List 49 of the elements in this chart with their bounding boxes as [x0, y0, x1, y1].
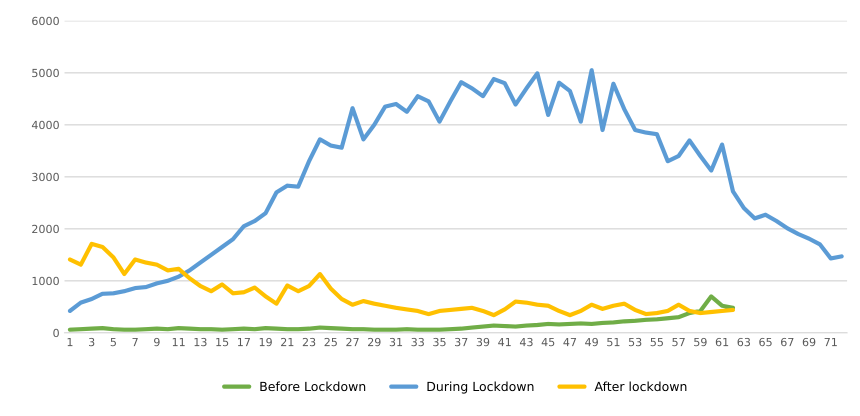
x-tick-label: 65	[759, 338, 772, 346]
x-tick-label: 63	[738, 338, 750, 346]
x-tick-label: 51	[607, 338, 620, 346]
x-tick-label: 25	[324, 338, 337, 346]
x-tick-label: 3	[88, 338, 94, 346]
x-tick-label: 69	[802, 338, 816, 346]
x-tick-label: 41	[498, 338, 511, 346]
x-tick-label: 35	[433, 338, 446, 346]
y-tick-label: 2000	[32, 224, 59, 234]
x-tick-label: 39	[476, 338, 490, 346]
y-tick-label: 6000	[32, 16, 59, 26]
x-tick-label: 55	[650, 338, 663, 346]
x-tick-label: 23	[302, 338, 316, 346]
x-tick-label: 61	[716, 338, 728, 346]
x-tick-label: 29	[368, 338, 381, 346]
y-tick-label: 1000	[32, 276, 59, 286]
x-tick-label: 17	[238, 338, 250, 346]
x-tick-label: 37	[455, 338, 468, 346]
x-tick-label: 21	[281, 338, 294, 346]
x-tick-label: 11	[172, 338, 185, 346]
x-tick-label: 13	[194, 338, 207, 346]
y-tick-label: 5000	[32, 68, 59, 78]
legend-label: Before Lockdown	[260, 381, 366, 392]
x-tick-label: 31	[390, 338, 402, 346]
y-tick-label: 0	[53, 328, 59, 338]
x-tick-label: 5	[110, 338, 116, 346]
x-tick-label: 1	[68, 338, 72, 346]
legend-label: After lockdown	[594, 381, 686, 392]
x-tick-label: 47	[563, 338, 576, 346]
legend-label: During Lockdown	[427, 381, 534, 394]
x-tick-label: 7	[132, 338, 138, 346]
x-tick-label: 33	[412, 338, 424, 346]
x-tick-label: 15	[216, 338, 228, 346]
line-series	[68, 294, 736, 332]
line-series	[68, 68, 844, 314]
x-tick-label: 43	[520, 338, 533, 346]
x-tick-label: 49	[585, 338, 598, 346]
x-tick-label: 9	[154, 338, 160, 346]
x-tick-label: 53	[628, 338, 642, 346]
line-series	[68, 242, 736, 318]
y-tick-label: 3000	[32, 172, 59, 182]
x-tick-label: 19	[260, 338, 272, 346]
y-tick-label: 4000	[32, 120, 59, 130]
x-tick-label: 59	[694, 338, 707, 346]
x-tick-label: 45	[542, 338, 554, 346]
x-tick-label: 67	[781, 338, 794, 346]
x-tick-label: 71	[824, 338, 837, 346]
x-tick-label: 57	[672, 338, 685, 346]
x-tick-label: 27	[346, 338, 359, 346]
